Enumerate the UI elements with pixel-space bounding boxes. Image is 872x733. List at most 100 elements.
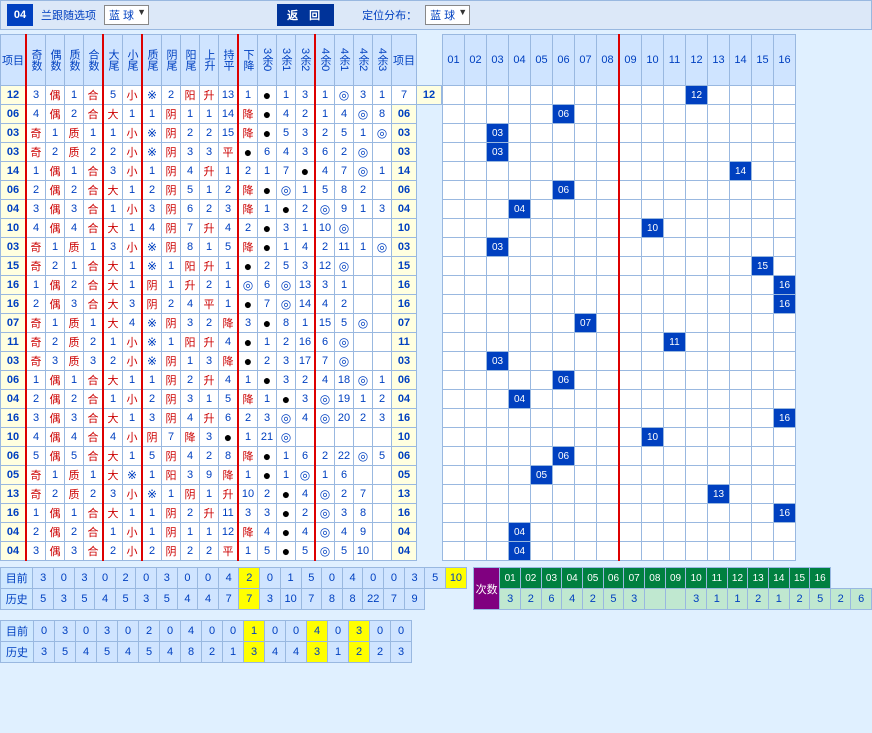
data-cell [373, 257, 392, 276]
data-cell: 4 [65, 428, 84, 447]
data-cell: 14 [219, 105, 239, 124]
grid-cell [752, 314, 774, 333]
row-id: 04 [392, 390, 417, 409]
hit-cell: 11 [664, 333, 686, 352]
data-cell [354, 295, 373, 314]
data-cell: ※ [142, 238, 162, 257]
summary-cell: 22 [363, 589, 384, 610]
grid-cell [664, 200, 686, 219]
summary-cell: 5 [55, 642, 76, 663]
grid-cell [509, 428, 531, 447]
data-cell: 5 [296, 542, 316, 561]
grid-cell [553, 295, 575, 314]
grid-cell [443, 162, 465, 181]
data-cell: ● [258, 447, 277, 466]
data-cell: 1 [26, 371, 46, 390]
data-cell: 9 [200, 466, 219, 485]
data-cell: 3 [181, 466, 200, 485]
grid-cell [619, 542, 642, 561]
ball-select-1[interactable]: 蓝 球 [104, 5, 149, 25]
pos-header: 08 [597, 35, 620, 86]
data-cell: 阴 [162, 219, 181, 238]
pos-header: 01 [443, 35, 465, 86]
summary-cell: 4 [177, 589, 198, 610]
data-cell [373, 428, 392, 447]
data-cell: 合 [84, 219, 104, 238]
data-cell: 8 [373, 105, 392, 124]
data-cell: 5 [181, 181, 200, 200]
data-cell: ● [258, 219, 277, 238]
data-cell: 1 [84, 124, 104, 143]
grid-cell [597, 485, 620, 504]
grid-cell [619, 409, 642, 428]
data-cell: ※ [142, 124, 162, 143]
summary-cell: 4 [307, 621, 328, 642]
summary-cell: 0 [370, 621, 391, 642]
grid-cell [664, 409, 686, 428]
data-cell: 2 [354, 409, 373, 428]
grid-cell [619, 371, 642, 390]
grid-cell [597, 542, 620, 561]
grid-cell [575, 105, 597, 124]
data-cell: ● [219, 428, 239, 447]
data-cell: 3 [26, 409, 46, 428]
grid-cell [708, 295, 730, 314]
grid-cell [730, 390, 752, 409]
data-cell: 4 [219, 333, 239, 352]
row-id: 03 [1, 238, 27, 257]
summary-cell: 4 [95, 589, 116, 610]
grid-cell [575, 390, 597, 409]
summary-cell: 3 [97, 621, 118, 642]
grid-cell [730, 542, 752, 561]
data-cell: 1 [123, 504, 143, 523]
data-cell: ◎ [315, 409, 335, 428]
data-cell: 2 [181, 504, 200, 523]
data-cell: 1 [200, 523, 219, 542]
grid-cell [531, 276, 553, 295]
grid-cell [708, 523, 730, 542]
data-cell: 3 [103, 485, 123, 504]
grid-cell [465, 181, 487, 200]
data-cell: 2 [296, 504, 316, 523]
data-cell: ※ [142, 333, 162, 352]
grid-cell [730, 181, 752, 200]
count-header: 13 [748, 568, 769, 589]
row-id: 04 [1, 523, 27, 542]
data-cell: 偶 [46, 276, 65, 295]
col-header: 阴尾 [162, 35, 181, 86]
data-cell: 15 [315, 314, 335, 333]
grid-cell [553, 485, 575, 504]
summary-cell: 10 [280, 589, 301, 610]
return-button[interactable]: 返 回 [277, 4, 334, 26]
grid-cell [774, 352, 796, 371]
data-cell: 4 [181, 295, 200, 314]
data-cell: 7 [392, 86, 417, 105]
hit-cell: 03 [487, 238, 509, 257]
grid-cell [642, 409, 664, 428]
hit-cell: 16 [774, 295, 796, 314]
grid-cell [664, 124, 686, 143]
data-cell: 小 [123, 143, 143, 162]
data-cell: 阴 [142, 276, 162, 295]
data-cell: 偶 [46, 428, 65, 447]
data-cell: 11 [335, 238, 354, 257]
grid-cell [487, 86, 509, 105]
data-cell: 2 [315, 124, 335, 143]
summary-cell: 9 [404, 589, 425, 610]
data-cell: ※ [142, 257, 162, 276]
grid-cell [664, 105, 686, 124]
grid-cell [553, 333, 575, 352]
data-cell: 1 [181, 105, 200, 124]
data-cell: 升 [200, 162, 219, 181]
summary-cell: 8 [181, 642, 202, 663]
data-cell: 3 [142, 200, 162, 219]
data-cell: 3 [26, 542, 46, 561]
grid-cell [443, 504, 465, 523]
data-cell: 3 [200, 143, 219, 162]
count-val: 2 [831, 589, 851, 610]
grid-cell [465, 333, 487, 352]
data-cell: 6 [315, 333, 335, 352]
pos-header: 13 [708, 35, 730, 86]
ball-select-2[interactable]: 蓝 球 [425, 5, 470, 25]
data-cell: 升 [200, 409, 219, 428]
